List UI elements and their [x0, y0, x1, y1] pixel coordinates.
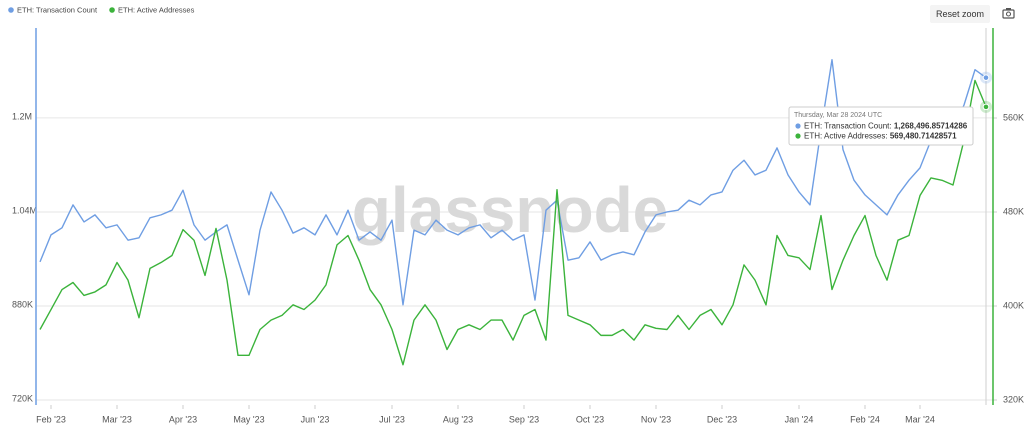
x-tick-label: Aug '23 [443, 414, 473, 424]
tooltip-value: 1,268,496.85714286 [894, 122, 968, 131]
button-label[interactable]: Reset zoom [936, 9, 984, 19]
x-tick-label: Mar '24 [905, 414, 935, 424]
tooltip-label: ETH: Active Addresses: [804, 132, 888, 141]
tooltip-row: ETH: Transaction Count: 1,268,496.857142… [804, 122, 968, 131]
x-tick-label: Feb '24 [850, 414, 880, 424]
tooltip-dot [795, 123, 801, 129]
tooltip-label: ETH: Transaction Count: [804, 122, 892, 131]
x-tick-label: May '23 [233, 414, 264, 424]
y2-tick-label: 480K [1003, 206, 1024, 216]
x-tick-label: Oct '23 [576, 414, 604, 424]
watermark: glassnode [352, 174, 669, 246]
legend-marker [109, 7, 115, 13]
camera-icon[interactable] [1002, 8, 1015, 19]
y2-tick-label: 400K [1003, 300, 1024, 310]
reset-zoom-button[interactable]: Reset zoom [930, 5, 990, 23]
grid [36, 117, 993, 401]
x-tick-label: Feb '23 [36, 414, 66, 424]
x-tick-label: Dec '23 [707, 414, 737, 424]
legend-label: ETH: Transaction Count [17, 5, 98, 14]
tooltip: Thursday, Mar 28 2024 UTC ETH: Transacti… [788, 106, 974, 146]
y-tick-label: 1.04M [12, 205, 37, 215]
tooltip-value: 569,480.71428571 [890, 132, 957, 141]
x-tick-label: Mar '23 [102, 414, 132, 424]
legend-marker [8, 7, 14, 13]
series-line [39, 79, 987, 366]
camera-lens[interactable] [1005, 11, 1012, 17]
camera-top[interactable] [1006, 8, 1011, 10]
tooltip-dot [795, 133, 801, 139]
button-bg[interactable] [930, 5, 990, 23]
legend-label: ETH: Active Addresses [118, 5, 195, 14]
axes: 720K 880K 1.04M 1.2M 320K 400K 480K 560K Feb '23… [12, 28, 1024, 424]
x-tick-label: Jun '23 [301, 414, 330, 424]
hover-markers [980, 71, 992, 113]
tooltip-box [788, 106, 974, 146]
x-tick-label: Apr '23 [169, 414, 197, 424]
y-tick-label: 880K [12, 299, 33, 309]
lines [39, 59, 987, 366]
x-tick-label: Jan '24 [785, 414, 814, 424]
x-tick-label: Sep '23 [509, 414, 539, 424]
x-tick-label: Jul '23 [379, 414, 405, 424]
y-tick-label: 720K [12, 393, 33, 403]
series-line [39, 59, 987, 306]
x-tick-label: Nov '23 [641, 414, 671, 424]
tooltip-row: ETH: Active Addresses: 569,480.71428571 [804, 132, 957, 141]
y2-tick-label: 320K [1003, 394, 1024, 404]
y-tick-label: 1.2M [12, 111, 32, 121]
hover-point [982, 74, 990, 81]
y2-tick-label: 560K [1003, 112, 1024, 122]
hover-point [982, 103, 990, 111]
tooltip-date: Thursday, Mar 28 2024 UTC [794, 112, 882, 119]
legend: ETH: Transaction Count ETH: Active Addres… [8, 5, 195, 14]
